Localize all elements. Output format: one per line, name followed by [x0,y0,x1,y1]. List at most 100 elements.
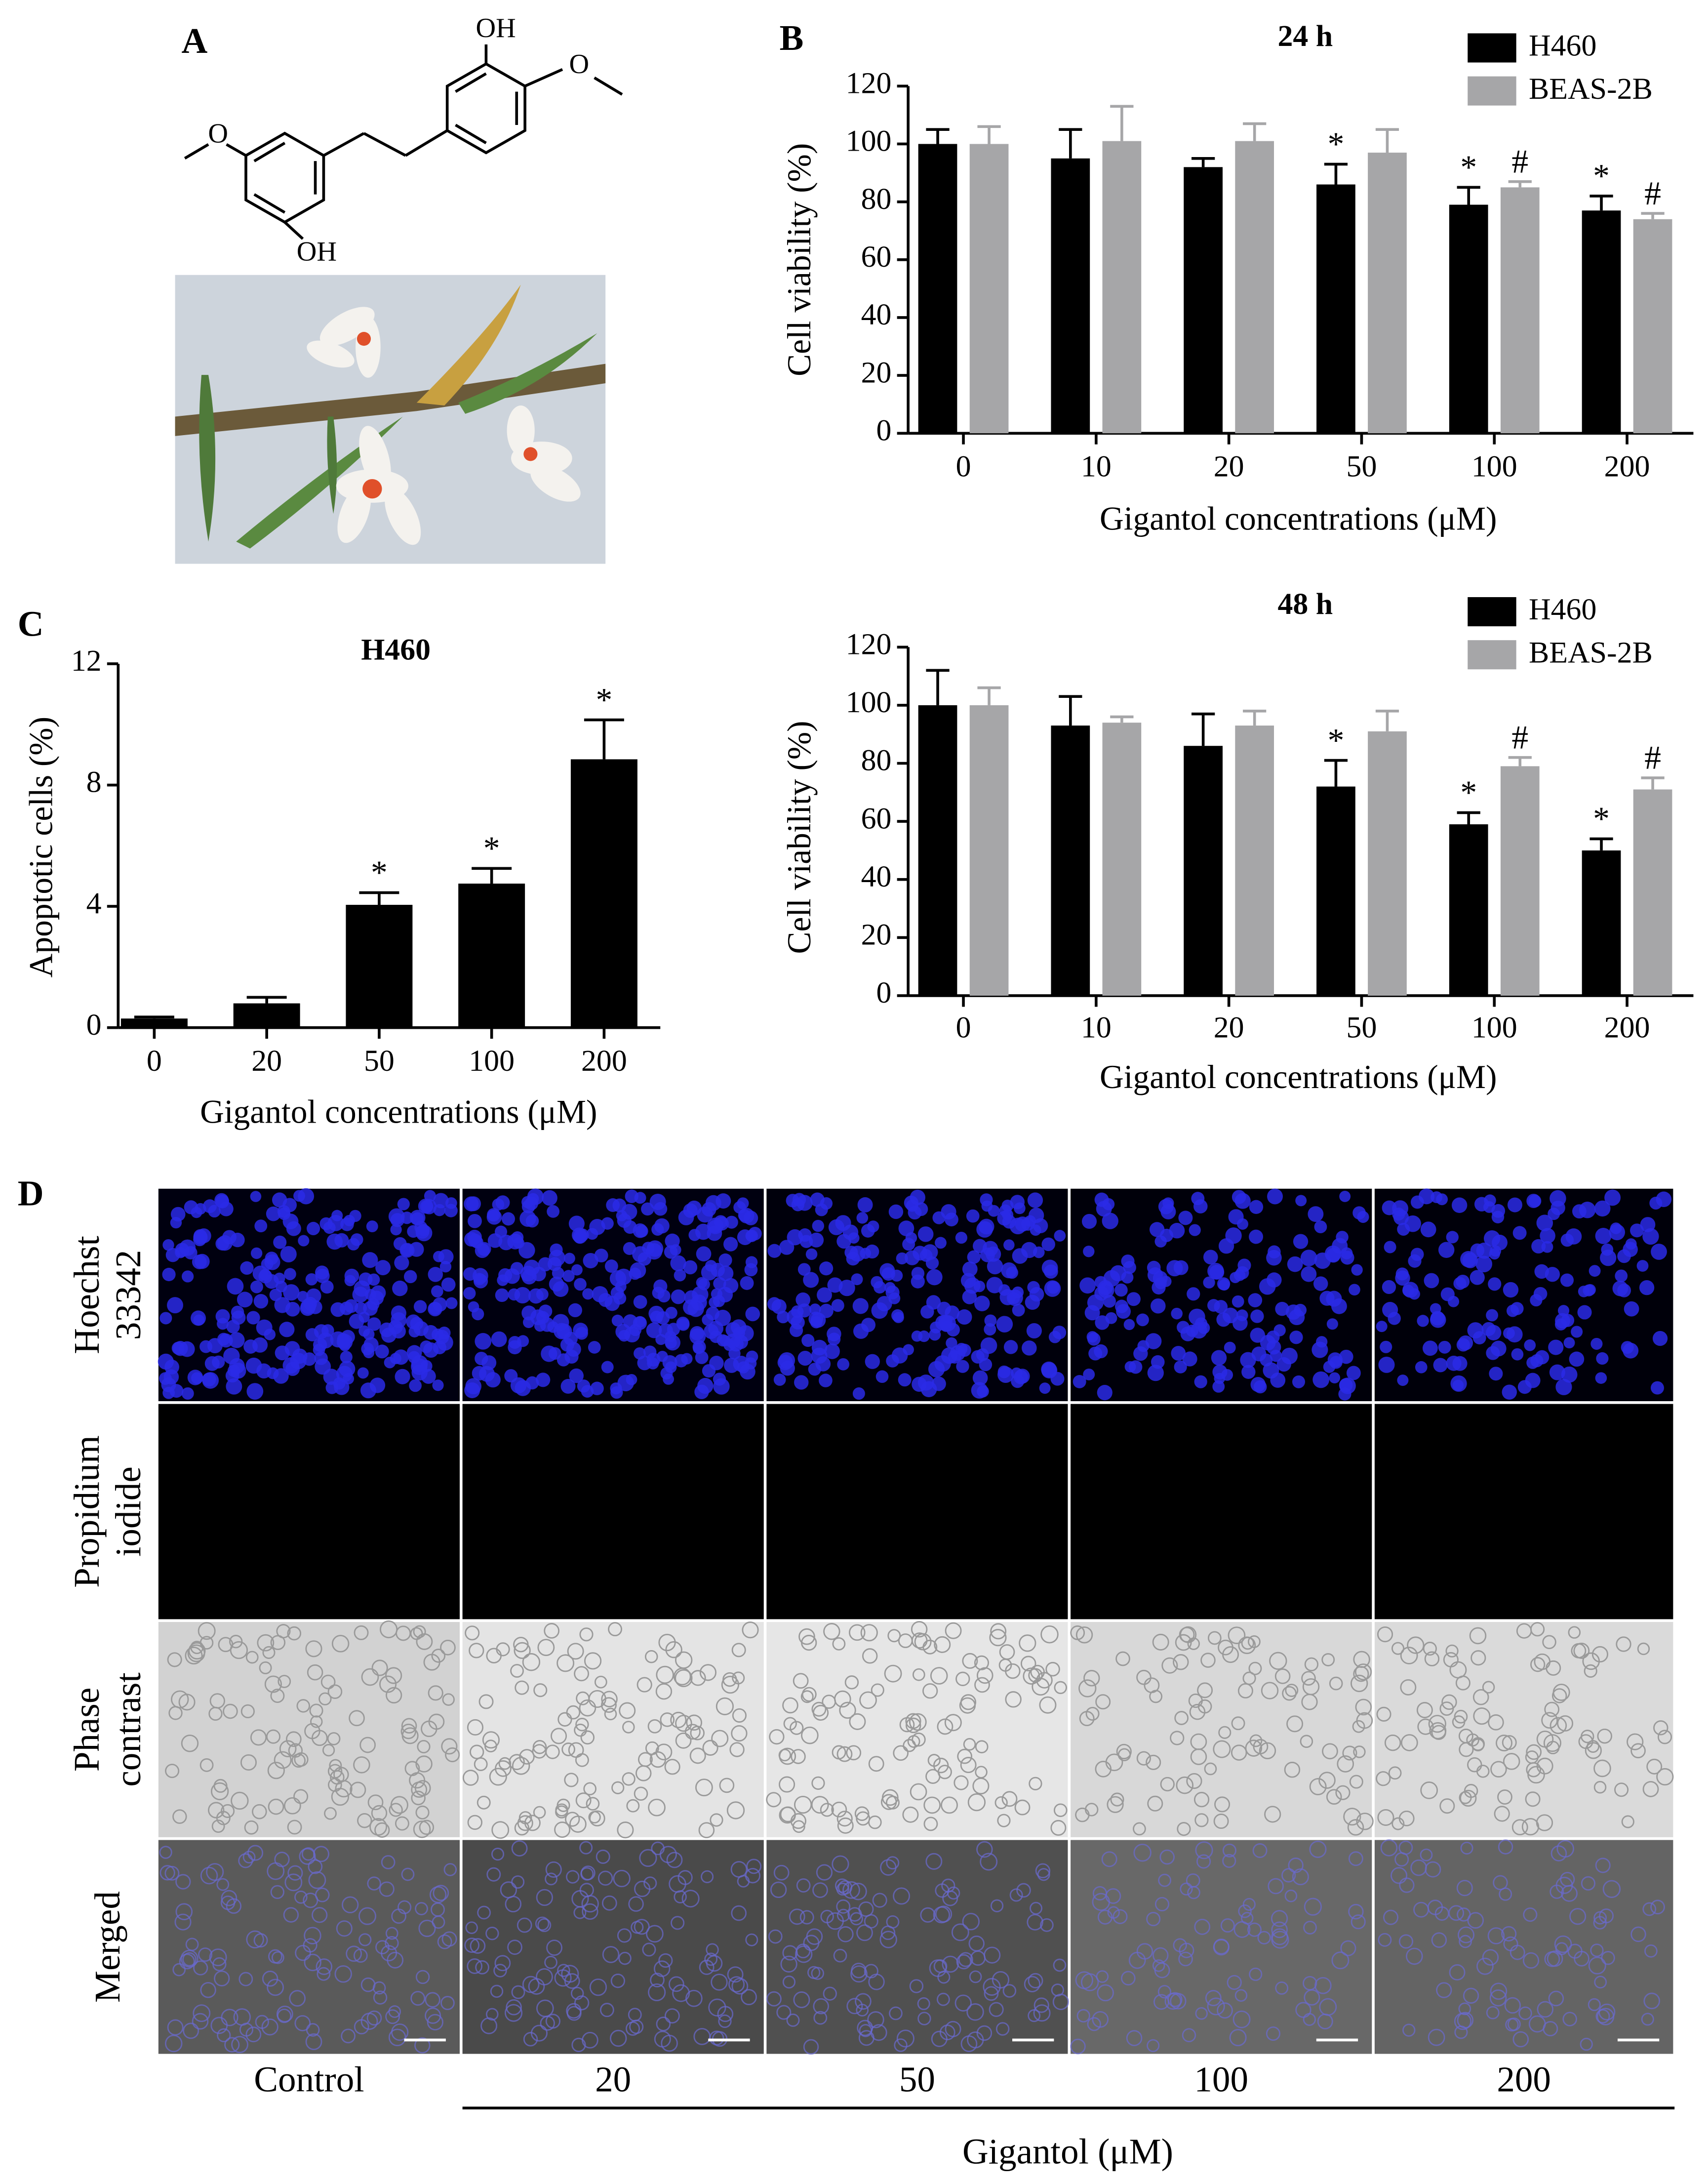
cell [1212,1380,1225,1393]
cell [293,1789,309,1804]
cell [1300,1250,1317,1266]
cell [486,1867,501,1882]
cell [305,2033,322,2050]
cell [969,1970,982,1983]
cell [327,1732,341,1745]
bond [455,123,487,145]
cell [1594,1976,1607,1989]
cell [629,2020,644,2034]
cell [1203,1250,1218,1265]
cell [245,1357,262,1374]
cell [1476,1242,1493,1259]
cell [588,1341,601,1354]
cell [589,1978,607,1996]
cell [836,1899,851,1914]
cell [518,1242,535,1259]
cell [1335,1785,1351,1800]
cell [944,1714,962,1732]
cell [1535,1350,1549,1365]
cell [842,1881,860,1899]
cell [262,1971,278,1987]
cell [1615,1269,1628,1283]
cell [171,1690,189,1709]
cell [273,1235,287,1249]
y-tick-label: 20 [861,918,892,952]
cell [1152,1947,1169,1964]
cell [1501,1926,1517,1941]
cell [180,1949,199,1968]
cell [923,1796,941,1814]
cell [779,1806,796,1824]
cell [250,1280,263,1294]
cell [358,1907,377,1925]
cell [875,1370,889,1383]
error-bar [1059,128,1082,159]
cell [494,1955,511,1972]
cell [1171,1346,1186,1361]
cell [902,1806,919,1823]
cell [857,1197,873,1213]
cell [1487,1927,1505,1944]
cell [273,1368,289,1384]
cell [1590,1943,1604,1957]
cell [369,1818,388,1836]
cell [522,1653,541,1671]
cell [604,1259,618,1273]
cell [294,2015,311,2031]
cell [1075,1626,1093,1644]
cell [1337,1755,1354,1773]
cell [1467,1912,1484,1929]
cell [852,1298,869,1314]
cell [1249,1229,1264,1244]
x-tick-label: 50 [364,1044,395,1078]
error-bar [1457,186,1480,205]
cell [1128,1951,1146,1969]
cell [421,1369,436,1384]
cell [1102,1198,1115,1211]
cell [209,1693,225,1709]
cell [768,1929,783,1944]
x-axis-label: Gigantol (μM) [962,2132,1173,2172]
cell [1270,1349,1282,1362]
cell [433,1885,449,1901]
cell [1213,1814,1229,1829]
cell [397,1198,410,1211]
cell [1115,1651,1130,1666]
cell [1189,1224,1201,1236]
cell [1621,1341,1634,1354]
cell [857,2020,874,2036]
cell [834,1690,851,1708]
cell [501,1212,515,1226]
cell [958,1343,971,1357]
cell [1182,1351,1197,1367]
x-tick-label: 100 [1471,450,1517,484]
cell [358,1272,373,1287]
cell [162,1239,174,1251]
cell [588,1811,601,1824]
atom-label: O [208,118,228,149]
cell [375,1940,390,1954]
cell [711,1730,729,1747]
cell [1180,1882,1193,1896]
cell [1453,1277,1467,1290]
cell [216,1878,230,1891]
cell [1609,1224,1626,1241]
cell [1266,1250,1282,1266]
cell [811,1347,828,1364]
cell [1092,2011,1109,2028]
cell [574,1278,587,1291]
cell [908,1206,922,1220]
cell [467,1815,482,1830]
cell [1585,1742,1602,1759]
cell [551,1728,567,1744]
cells [1070,1625,1374,1836]
cell [881,1267,895,1281]
cell [1351,1914,1366,1930]
cell [571,1264,583,1276]
cell [801,1726,819,1744]
cell [828,1219,845,1235]
cell [1430,1312,1446,1328]
cell [655,1334,667,1345]
cells [165,1620,460,1838]
